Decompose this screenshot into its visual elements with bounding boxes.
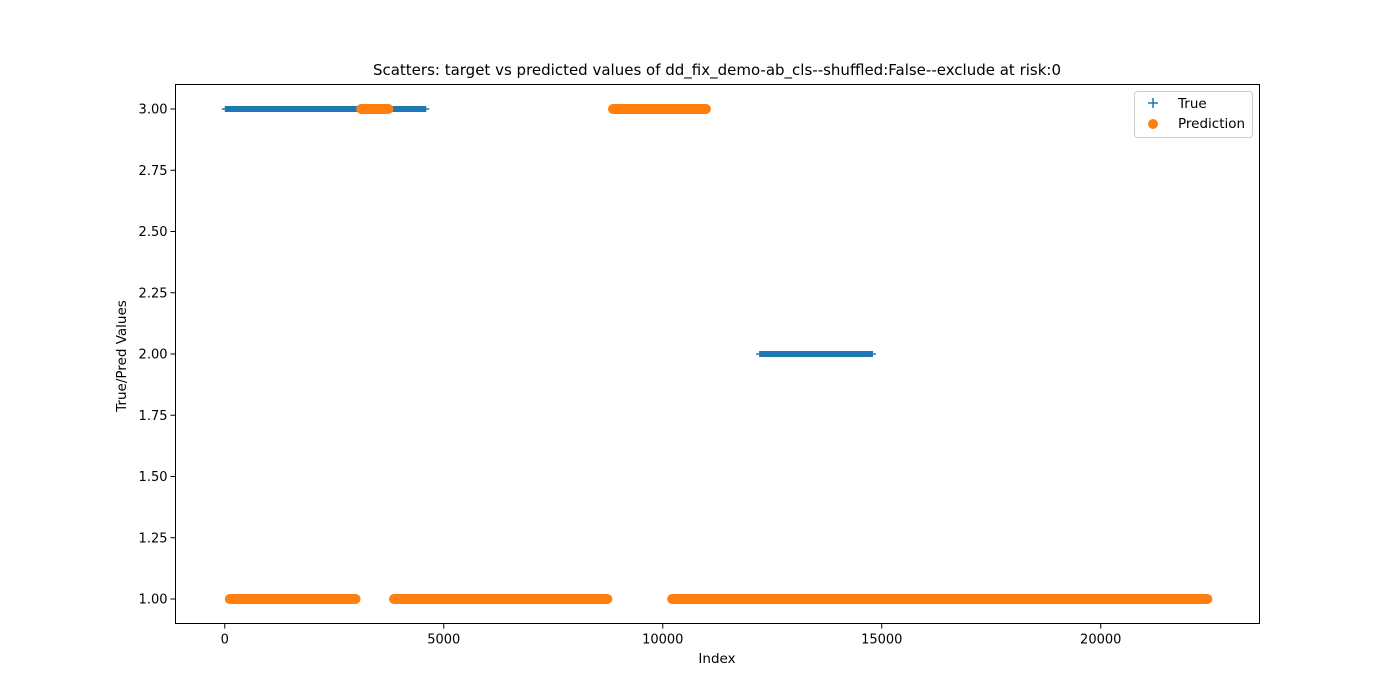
prediction-run — [608, 104, 711, 114]
y-tick-label: 2.00 — [139, 348, 168, 363]
true-run-body — [759, 351, 873, 357]
y-tick-label: 3.00 — [139, 103, 168, 118]
prediction-run — [224, 594, 361, 604]
series-true — [221, 106, 876, 357]
x-tick-label: 15000 — [861, 633, 902, 648]
series-prediction — [224, 104, 1213, 604]
y-tick-label: 1.50 — [139, 470, 168, 485]
x-tick-label: 10000 — [642, 633, 683, 648]
x-tick-label: 0 — [221, 633, 229, 648]
legend-label-true: True — [1177, 96, 1207, 112]
x-tick-label: 5000 — [427, 633, 460, 648]
data-marks — [221, 104, 1213, 604]
y-tick-label: 1.25 — [139, 531, 168, 546]
y-tick-label: 1.00 — [139, 593, 168, 608]
y-axis-label: True/Pred Values — [114, 300, 130, 413]
y-axis-ticks: 1.00 1.25 1.50 1.75 2.00 2.25 2.50 2.75 3.00 — [139, 103, 176, 608]
plot-area-frame — [175, 84, 1260, 624]
legend: True Prediction — [1134, 91, 1253, 138]
y-tick-label: 1.75 — [139, 409, 168, 424]
true-run-body — [224, 106, 427, 112]
prediction-run — [389, 594, 613, 604]
x-tick-label: 20000 — [1080, 633, 1121, 648]
legend-label-prediction: Prediction — [1178, 116, 1245, 132]
x-axis-label: Index — [698, 651, 735, 667]
y-tick-label: 2.25 — [139, 286, 168, 301]
y-tick-label: 2.50 — [139, 225, 168, 240]
y-tick-label: 2.75 — [139, 164, 168, 179]
x-axis-ticks: 0 5000 10000 15000 20000 — [221, 623, 1121, 648]
prediction-run — [667, 594, 1213, 604]
chart-title: Scatters: target vs predicted values of … — [373, 61, 1061, 80]
legend-circle-icon — [1148, 119, 1158, 129]
legend-box — [1134, 91, 1253, 138]
legend-plus-icon — [1148, 98, 1158, 108]
prediction-run — [356, 104, 394, 114]
